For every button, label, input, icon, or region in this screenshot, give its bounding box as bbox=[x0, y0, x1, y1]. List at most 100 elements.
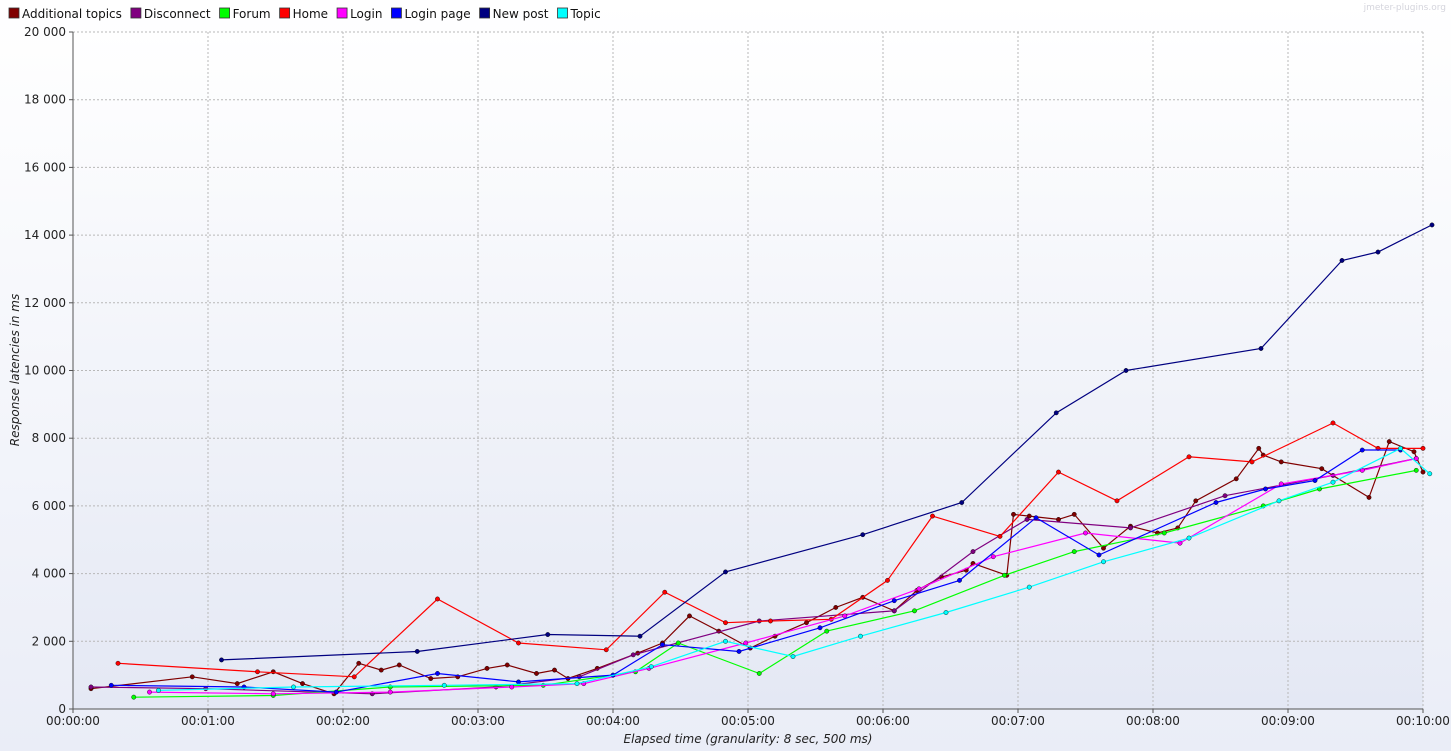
series-lines bbox=[88, 222, 1435, 700]
data-point bbox=[333, 689, 339, 695]
data-point bbox=[484, 665, 490, 671]
legend-swatch bbox=[219, 7, 230, 19]
data-point bbox=[723, 620, 728, 626]
data-point bbox=[885, 577, 890, 583]
data-point bbox=[990, 554, 996, 560]
data-point bbox=[356, 660, 362, 666]
data-point bbox=[1101, 545, 1106, 551]
data-point bbox=[824, 628, 830, 634]
axis-ticks: 0 2 000 4 000 6 000 8 000 10 000 12 000 14 000 1… bbox=[24, 25, 1450, 728]
data-point bbox=[1026, 513, 1032, 519]
data-point bbox=[662, 589, 668, 595]
data-point bbox=[1330, 420, 1336, 426]
data-point bbox=[396, 662, 402, 668]
data-point bbox=[351, 674, 357, 680]
series-line-additional-topics bbox=[90, 440, 1424, 695]
data-point bbox=[603, 647, 609, 653]
data-point bbox=[1359, 447, 1365, 453]
data-point bbox=[1411, 449, 1417, 455]
data-point bbox=[387, 689, 393, 695]
data-point bbox=[574, 681, 580, 687]
data-point bbox=[414, 649, 420, 654]
data-point bbox=[916, 586, 922, 592]
series-forum bbox=[131, 467, 1419, 700]
data-point bbox=[1256, 445, 1262, 451]
series-login bbox=[147, 456, 1419, 697]
y-tick-label: 4 000 bbox=[32, 567, 66, 581]
data-point bbox=[790, 654, 796, 659]
data-point bbox=[1339, 258, 1345, 263]
data-point bbox=[1056, 469, 1061, 475]
data-point bbox=[1386, 439, 1392, 444]
data-point bbox=[545, 632, 551, 637]
data-point bbox=[1056, 517, 1061, 522]
data-point bbox=[675, 640, 681, 646]
data-point bbox=[1420, 469, 1426, 475]
data-point bbox=[1186, 535, 1192, 541]
x-axis-title: Elapsed time (granularity: 8 sec, 500 ms… bbox=[624, 732, 873, 746]
data-point bbox=[108, 682, 114, 688]
data-point bbox=[1319, 466, 1325, 472]
data-point bbox=[660, 642, 665, 648]
data-point bbox=[637, 633, 643, 639]
data-point bbox=[435, 596, 440, 602]
data-point bbox=[1375, 249, 1381, 255]
series-home bbox=[115, 420, 1426, 680]
data-point bbox=[858, 633, 863, 639]
legend-item-new-post: New post bbox=[479, 7, 549, 21]
legend-item-login-page: Login page bbox=[391, 7, 471, 21]
series-line-login-page bbox=[111, 449, 1401, 693]
data-point bbox=[1114, 498, 1120, 504]
legend-swatch bbox=[336, 7, 348, 19]
data-point bbox=[1083, 530, 1088, 536]
data-point bbox=[1276, 498, 1282, 504]
data-point bbox=[1427, 471, 1433, 477]
data-point bbox=[723, 569, 728, 575]
y-tick-label: 6 000 bbox=[32, 499, 66, 513]
data-point bbox=[504, 662, 510, 668]
series-line-home bbox=[117, 422, 1423, 678]
data-point bbox=[1096, 552, 1102, 558]
y-tick-label: 14 000 bbox=[24, 228, 66, 242]
data-point bbox=[219, 657, 224, 663]
data-point bbox=[88, 684, 94, 690]
data-point bbox=[234, 681, 240, 687]
x-tick-label: 00:06:00 bbox=[856, 714, 910, 728]
x-tick-label: 00:10:00 bbox=[1396, 714, 1450, 728]
data-point bbox=[833, 605, 839, 610]
y-tick-label: 20 000 bbox=[24, 25, 66, 39]
series-line-topic bbox=[158, 447, 1431, 691]
data-point bbox=[1398, 445, 1403, 451]
data-point bbox=[516, 679, 521, 685]
y-tick-label: 8 000 bbox=[32, 431, 66, 445]
y-tick-label: 18 000 bbox=[24, 93, 66, 107]
data-point bbox=[723, 638, 728, 644]
data-point bbox=[516, 640, 521, 646]
data-point bbox=[1024, 517, 1030, 522]
legend-label: Login page bbox=[404, 7, 470, 21]
data-point bbox=[1312, 478, 1318, 483]
data-point bbox=[291, 684, 296, 690]
data-point bbox=[860, 532, 866, 538]
data-point bbox=[1278, 459, 1284, 465]
data-point bbox=[1071, 549, 1077, 554]
data-point bbox=[804, 620, 809, 626]
data-point bbox=[736, 649, 742, 654]
data-point bbox=[1330, 479, 1336, 485]
series-topic bbox=[156, 445, 1433, 693]
legend: Additional topics Disconnect Forum Home Logi… bbox=[8, 7, 601, 21]
x-tick-label: 00:05:00 bbox=[721, 714, 775, 728]
legend-label: Home bbox=[293, 7, 328, 21]
y-axis-title: Response latencies in ms bbox=[8, 294, 22, 446]
data-point bbox=[959, 500, 965, 505]
data-point bbox=[997, 533, 1003, 539]
x-tick-label: 00:03:00 bbox=[451, 714, 505, 728]
data-point bbox=[1071, 511, 1077, 517]
watermark-text: jmeter-plugins.org bbox=[1363, 3, 1446, 13]
data-point bbox=[957, 577, 962, 583]
data-point bbox=[1161, 530, 1167, 536]
y-tick-label: 2 000 bbox=[32, 634, 66, 648]
data-point bbox=[1128, 525, 1133, 531]
